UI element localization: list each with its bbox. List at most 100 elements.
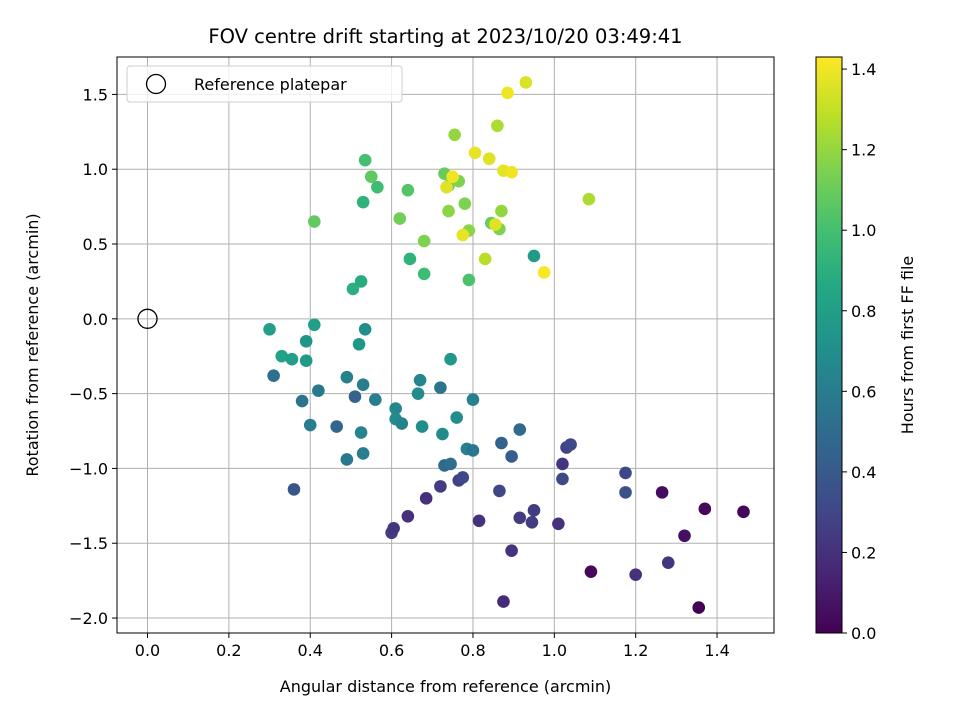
data-point (458, 197, 472, 210)
data-point (505, 544, 518, 558)
colorbar-tick-label: 1.4 (851, 60, 876, 79)
colorbar-tick-label: 1.0 (851, 221, 876, 240)
x-tick-label: 0.6 (379, 641, 404, 660)
data-point (456, 228, 470, 242)
colorbar: 0.0 0.2 0.4 0.6 0.8 1.0 1.2 1.4 Hours from firs… (815, 56, 917, 643)
data-point (466, 393, 480, 406)
data-point (495, 204, 508, 218)
data-point (299, 354, 313, 368)
data-point (505, 165, 518, 179)
data-point (556, 457, 569, 471)
data-point (450, 411, 463, 424)
data-point (434, 381, 447, 394)
data-point (356, 195, 370, 209)
data-point (308, 318, 321, 332)
x-tick-label: 0.0 (135, 641, 160, 660)
data-point (692, 601, 706, 614)
data-point (308, 215, 321, 228)
x-tick-label: 1.0 (542, 641, 567, 660)
y-tick-label: 0.5 (83, 235, 108, 254)
data-point (417, 234, 431, 248)
data-point (495, 436, 508, 450)
colorbar-gradient (815, 56, 843, 634)
y-axis-ticks: 1.5 1.0 0.5 0.0 −0.5 −1.0 −1.5 −2.0 (69, 85, 117, 628)
data-point (393, 212, 407, 225)
data-point (661, 556, 675, 569)
data-point (389, 402, 402, 415)
data-point (501, 86, 514, 100)
data-point (448, 128, 461, 142)
y-tick-label: −1.0 (69, 459, 108, 478)
data-point (505, 450, 518, 463)
legend-entry-reference-platepar: Reference platepar (194, 75, 347, 94)
data-point (472, 514, 486, 528)
data-point (436, 427, 449, 441)
y-tick-label: 1.0 (83, 160, 108, 179)
data-point (403, 252, 417, 266)
data-point (491, 119, 504, 133)
legend-marker-circle (145, 73, 167, 95)
data-point (287, 483, 301, 496)
data-point (444, 457, 457, 471)
data-point (352, 337, 366, 351)
data-point (267, 369, 280, 382)
x-tick-label: 0.2 (216, 641, 241, 660)
data-point (552, 517, 565, 531)
data-point (275, 349, 289, 363)
data-point (466, 444, 480, 457)
x-tick-label: 0.8 (460, 641, 485, 660)
data-point (525, 515, 539, 529)
data-points (137, 76, 750, 614)
plot-area-frame (116, 56, 775, 634)
data-point (584, 565, 598, 578)
data-point (564, 438, 577, 451)
data-point (413, 373, 427, 387)
data-point (527, 249, 541, 263)
data-point (417, 267, 431, 281)
colorbar-tick-label: 1.2 (851, 141, 876, 160)
data-point (619, 466, 632, 480)
data-point (364, 170, 378, 183)
colorbar-tick-label: 0.8 (851, 302, 876, 321)
data-point (468, 146, 482, 160)
data-point (434, 480, 447, 493)
data-point (354, 275, 368, 288)
data-point (340, 370, 354, 384)
data-point (330, 420, 343, 433)
data-point (371, 180, 384, 194)
data-point (401, 510, 415, 523)
data-point (285, 352, 299, 366)
data-point (629, 568, 642, 581)
data-point (489, 218, 502, 231)
data-point (678, 529, 691, 543)
y-tick-label: 1.5 (83, 85, 108, 104)
data-point (462, 273, 476, 287)
data-point (456, 471, 470, 484)
data-point (340, 453, 354, 466)
data-point (519, 76, 533, 89)
chart-title: FOV centre drift starting at 2023/10/20 … (208, 25, 682, 48)
data-point (497, 595, 510, 608)
data-point (369, 393, 382, 406)
data-point (556, 472, 569, 486)
data-point (737, 505, 750, 519)
legend-box (126, 65, 403, 103)
data-point (513, 511, 527, 525)
data-point (299, 334, 313, 348)
data-point (312, 384, 325, 397)
data-point (444, 352, 457, 366)
data-point (263, 322, 276, 336)
data-point (358, 322, 372, 336)
data-point (356, 447, 370, 460)
data-point (513, 423, 527, 436)
x-axis-ticks: 0.0 0.2 0.4 0.6 0.8 1.0 1.2 1.4 (135, 633, 730, 660)
data-point (401, 183, 415, 197)
y-tick-label: −1.5 (69, 534, 108, 553)
data-point (387, 521, 400, 535)
colorbar-tick-label: 0.0 (851, 624, 876, 643)
data-point (419, 492, 433, 505)
data-point (446, 170, 459, 183)
colorbar-tick-label: 0.6 (851, 382, 876, 401)
